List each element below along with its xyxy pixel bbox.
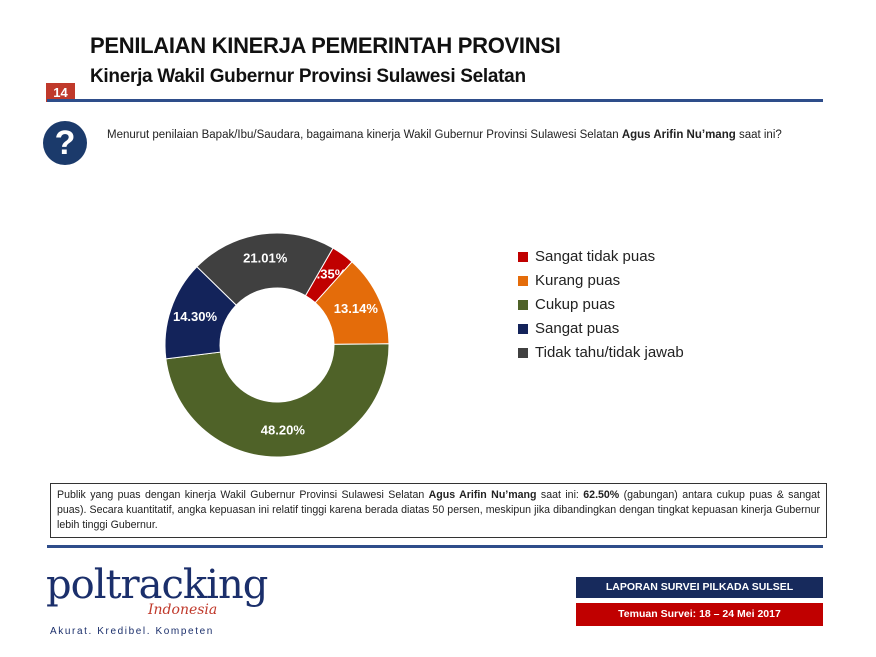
logo-sub: Indonesia <box>148 602 218 618</box>
data-label: 13.14% <box>334 301 379 316</box>
note-bold: Agus Arifin Nu’mang <box>428 489 537 501</box>
donut-segment <box>165 343 390 458</box>
donut-segment <box>196 232 334 306</box>
legend-swatch <box>518 300 528 310</box>
question-bold: Agus Arifin Nu’mang <box>621 129 736 141</box>
legend-label: Cukup puas <box>535 296 615 313</box>
question-icon: ? <box>43 121 87 165</box>
page-number: 14 <box>46 83 75 102</box>
data-label: 14.30% <box>173 309 218 324</box>
note-text: (gabungan) antara cukup puas & sangat pu… <box>57 489 820 531</box>
footer-rule <box>47 545 823 548</box>
logo: poltracking <box>46 562 268 608</box>
legend-swatch <box>518 252 528 262</box>
note-text: saat ini: <box>536 489 584 501</box>
report-label: LAPORAN SURVEI PILKADA SULSEL <box>576 577 823 598</box>
data-label: 21.01% <box>243 251 288 266</box>
chart: 3.35%13.14%48.20%14.30%21.01% Sangat tida… <box>164 232 684 458</box>
question-text: Menurut penilaian Bapak/Ibu/Saudara, bag… <box>107 129 622 141</box>
legend-label: Sangat puas <box>535 320 619 337</box>
note-bold: 62.50% <box>583 489 620 501</box>
title: PENILAIAN KINERJA PEMERINTAH PROVINSI <box>90 33 561 58</box>
tagline: Akurat. Kredibel. Kompeten <box>50 626 214 637</box>
header-rule <box>47 99 823 102</box>
question: Menurut penilaian Bapak/Ibu/Saudara, bag… <box>107 127 832 143</box>
data-label: 48.20% <box>261 423 306 438</box>
legend-swatch <box>518 324 528 334</box>
note: Publik yang puas dengan kinerja Wakil Gu… <box>50 483 827 538</box>
question-text: saat ini? <box>735 129 782 141</box>
note-text: Publik yang puas dengan kinerja Wakil Gu… <box>57 489 429 501</box>
legend-label: Tidak tahu/tidak jawab <box>535 344 684 361</box>
legend-label: Kurang puas <box>535 272 620 289</box>
legend-swatch <box>518 276 528 286</box>
subtitle: Kinerja Wakil Gubernur Provinsi Sulawesi… <box>90 66 526 87</box>
legend-label: Sangat tidak puas <box>535 248 655 265</box>
survey-dates: Temuan Survei: 18 – 24 Mei 2017 <box>576 603 823 626</box>
legend-swatch <box>518 348 528 358</box>
